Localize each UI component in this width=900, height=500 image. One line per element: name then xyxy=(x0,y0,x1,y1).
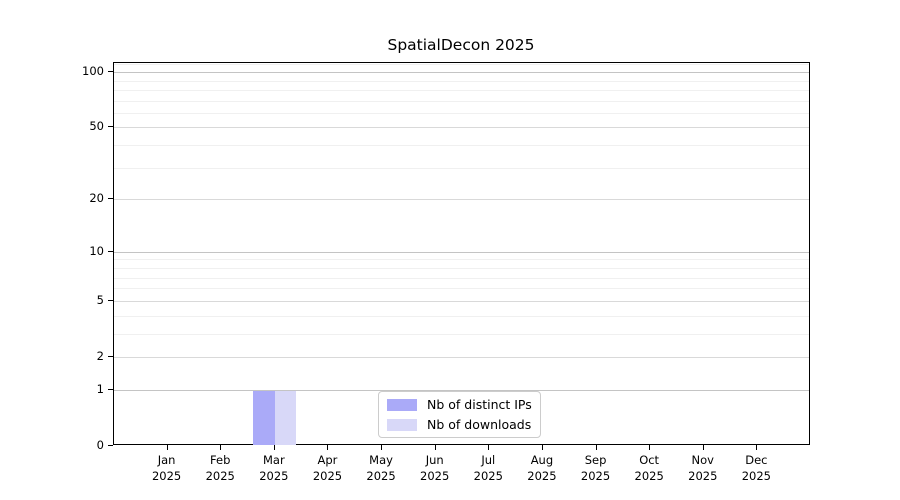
x-axis-tick xyxy=(327,445,329,450)
x-axis-tick xyxy=(220,445,222,450)
y-minor-gridline xyxy=(114,64,809,66)
y-minor-gridline xyxy=(114,277,809,279)
y-major-gridline xyxy=(114,127,809,129)
y-minor-gridline xyxy=(114,80,809,82)
x-axis-tick xyxy=(488,445,490,450)
y-axis-tick xyxy=(108,445,113,446)
y-major-gridline xyxy=(114,389,809,391)
y-minor-gridline xyxy=(114,100,809,102)
y-axis-label: 0 xyxy=(96,438,104,452)
x-axis-label: Jul 2025 xyxy=(473,453,503,483)
y-axis-label: 20 xyxy=(89,191,104,206)
y-axis-label: 100 xyxy=(82,64,104,79)
y-axis-tick xyxy=(108,355,113,357)
x-axis-label: Feb 2025 xyxy=(205,453,235,483)
y-axis-tick xyxy=(108,71,113,73)
y-minor-gridline xyxy=(114,267,809,269)
x-axis-tick xyxy=(541,445,543,450)
legend: Nb of distinct IPs Nb of downloads xyxy=(378,391,541,438)
x-axis-tick xyxy=(702,445,704,450)
bar-mar-distinct-ips xyxy=(253,389,275,445)
y-axis-label: 1 xyxy=(96,381,104,396)
x-axis-tick xyxy=(273,445,275,450)
x-axis-label: Jan 2025 xyxy=(151,453,182,483)
chart-title: SpatialDecon 2025 xyxy=(387,36,535,54)
x-axis-tick xyxy=(381,445,383,450)
x-axis-tick xyxy=(595,445,597,450)
y-axis-tick xyxy=(108,126,113,128)
y-minor-gridline xyxy=(114,259,809,261)
legend-label-downloads: Nb of downloads xyxy=(427,417,532,432)
y-minor-gridline xyxy=(114,333,809,335)
y-major-gridline xyxy=(114,199,809,201)
y-minor-gridline xyxy=(114,288,809,290)
y-axis-tick xyxy=(108,250,113,252)
x-axis-label: Sep 2025 xyxy=(580,453,611,483)
y-axis-tick xyxy=(108,198,113,200)
y-minor-gridline xyxy=(114,89,809,91)
x-axis-tick xyxy=(649,445,651,450)
legend-entry-downloads: Nb of downloads xyxy=(387,417,532,432)
x-axis-label: May 2025 xyxy=(366,453,396,483)
y-major-gridline xyxy=(114,300,809,302)
y-axis-label: 10 xyxy=(89,243,104,258)
x-axis-label: Oct 2025 xyxy=(634,453,664,483)
y-minor-gridline xyxy=(114,167,809,169)
y-axis-label: 5 xyxy=(96,292,104,307)
bar-mar-downloads xyxy=(274,389,297,445)
legend-swatch-downloads-icon xyxy=(387,418,417,431)
legend-entry-distinct-ips: Nb of distinct IPs xyxy=(387,397,532,412)
x-axis-tick xyxy=(756,445,758,450)
legend-swatch-distinct-ips-icon xyxy=(387,398,417,411)
y-major-gridline xyxy=(114,356,809,358)
x-axis-label: Mar 2025 xyxy=(259,453,289,483)
y-axis-tick xyxy=(108,388,113,390)
x-axis-label: Aug 2025 xyxy=(527,453,557,483)
y-axis-tick xyxy=(108,299,113,301)
x-axis-label: Dec 2025 xyxy=(741,453,772,483)
x-axis-tick xyxy=(434,445,436,450)
y-minor-gridline xyxy=(114,112,809,114)
y-major-gridline xyxy=(114,72,809,74)
y-minor-gridline xyxy=(114,315,809,317)
legend-label-distinct-ips: Nb of distinct IPs xyxy=(427,397,532,412)
y-minor-gridline xyxy=(114,145,809,147)
x-axis-label: Jun 2025 xyxy=(420,453,450,483)
x-axis-label: Nov 2025 xyxy=(688,453,718,483)
y-major-gridline xyxy=(114,251,809,253)
plot-area xyxy=(113,62,810,445)
y-axis-label: 2 xyxy=(96,348,104,363)
y-axis-label: 50 xyxy=(89,119,104,134)
x-axis-tick xyxy=(166,445,168,450)
x-axis-label: Apr 2025 xyxy=(312,453,343,483)
